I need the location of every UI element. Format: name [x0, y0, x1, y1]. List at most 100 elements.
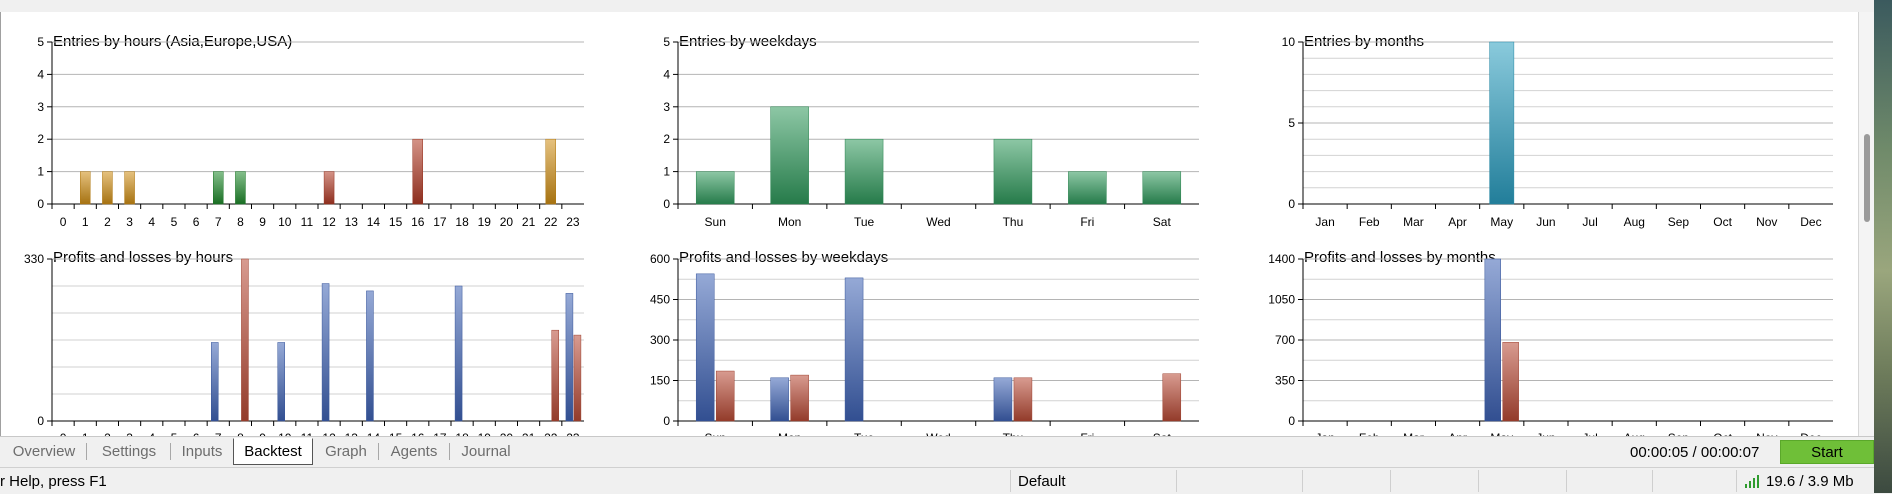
- x-tick-label: 13: [345, 215, 359, 229]
- status-help-text: r Help, press F1: [0, 473, 107, 490]
- x-tick-label: Jul: [1582, 431, 1597, 436]
- x-tick-label: 11: [301, 431, 314, 436]
- x-tick-label: 18: [455, 431, 469, 436]
- x-tick-label: Mon: [778, 215, 801, 229]
- chart-0: Entries by hours (Asia,Europe,USA)012345…: [37, 33, 584, 229]
- y-tick-label: 3: [37, 100, 44, 114]
- x-tick-label: Sat: [1153, 215, 1172, 229]
- tab-inputs[interactable]: Inputs: [181, 443, 223, 460]
- tab-agents[interactable]: Agents: [390, 443, 438, 460]
- x-tick-label: Sun: [705, 431, 726, 436]
- entries-bar: [80, 171, 91, 205]
- x-tick-label: Fri: [1080, 431, 1094, 436]
- x-tick-label: Jul: [1582, 215, 1597, 229]
- entries-bar: [545, 138, 556, 205]
- x-tick-label: 19: [478, 215, 492, 229]
- tab-separator: [378, 443, 379, 460]
- y-tick-label: 5: [663, 35, 670, 49]
- entries-bar: [1068, 171, 1107, 205]
- chart-5: Profits and losses by months 0 350 700 1050 1…: [1268, 249, 1833, 436]
- y-tick-label: 2: [37, 132, 44, 146]
- y-tick-label: 1: [37, 165, 44, 179]
- x-tick-label: 1: [82, 215, 89, 229]
- entries-bar: [213, 171, 224, 205]
- status-separator: [1566, 470, 1567, 492]
- profit-bar: [211, 342, 219, 422]
- x-tick-label: Fri: [1080, 215, 1094, 229]
- profit-bar: [844, 277, 864, 422]
- x-tick-label: 11: [301, 215, 314, 229]
- chart-4: Profits and losses by weekdays 0 150 300 450…: [650, 249, 1199, 436]
- profit-bar: [277, 342, 285, 422]
- loss-bar: [1162, 373, 1182, 422]
- x-tick-label: 0: [60, 431, 67, 436]
- x-tick-label: 6: [193, 431, 200, 436]
- x-tick-label: 5: [171, 431, 178, 436]
- x-tick-label: 12: [322, 215, 336, 229]
- y-tick-label: 0: [37, 414, 44, 428]
- x-tick-label: 15: [389, 431, 403, 436]
- x-tick-label: Mar: [1403, 215, 1424, 229]
- x-tick-label: Feb: [1359, 431, 1380, 436]
- x-tick-label: Oct: [1713, 431, 1732, 436]
- x-tick-label: 17: [433, 431, 447, 436]
- status-separator: [1478, 470, 1479, 492]
- x-tick-label: 20: [500, 215, 514, 229]
- status-separator: [1652, 470, 1653, 492]
- x-tick-label: Mon: [778, 431, 801, 436]
- y-tick-label: 5: [1288, 116, 1295, 130]
- y-tick-label: 700: [1275, 333, 1295, 347]
- backtest-report-panel: Entries by hours (Asia,Europe,USA) 0 1 2 3 4 5…: [0, 12, 1859, 436]
- y-tick-label: 0: [1288, 197, 1295, 211]
- loss-bar: [790, 374, 809, 422]
- profit-bar: [1484, 258, 1501, 422]
- x-tick-label: 16: [411, 215, 425, 229]
- x-tick-label: 6: [193, 215, 200, 229]
- tab-settings[interactable]: Settings: [101, 443, 157, 460]
- x-tick-label: 7: [215, 215, 222, 229]
- chart-title: Profits and losses by hours: [53, 249, 233, 266]
- start-button[interactable]: Start: [1780, 440, 1874, 464]
- loss-bar: [1013, 377, 1033, 422]
- y-tick-label: 0: [663, 414, 670, 428]
- x-tick-label: 1: [82, 431, 89, 436]
- x-tick-label: Sep: [1668, 215, 1690, 229]
- tab-backtest[interactable]: Backtest: [233, 438, 313, 465]
- tab-overview[interactable]: Overview: [12, 443, 76, 460]
- entries-bar: [102, 171, 113, 205]
- status-separator: [1302, 470, 1303, 492]
- x-tick-label: May: [1490, 431, 1513, 436]
- x-tick-label: 3: [126, 431, 133, 436]
- x-tick-label: May: [1490, 215, 1513, 229]
- x-tick-label: Wed: [926, 431, 950, 436]
- entries-bar: [844, 138, 884, 205]
- x-tick-label: Dec: [1800, 431, 1821, 436]
- x-tick-label: Aug: [1624, 215, 1645, 229]
- tab-separator: [170, 443, 171, 460]
- scrollbar-thumb[interactable]: [1864, 134, 1870, 222]
- x-tick-label: Jun: [1536, 215, 1555, 229]
- test-timer: 00:00:05 / 00:00:07: [1630, 444, 1760, 461]
- tab-journal[interactable]: Journal: [461, 443, 511, 460]
- x-tick-label: Thu: [1003, 431, 1024, 436]
- x-tick-label: 23: [566, 431, 580, 436]
- x-tick-label: 4: [148, 431, 155, 436]
- x-tick-label: 16: [411, 431, 425, 436]
- x-tick-label: 23: [566, 215, 580, 229]
- x-tick-label: 21: [522, 431, 536, 436]
- status-separator: [1176, 470, 1177, 492]
- x-tick-label: 14: [367, 215, 381, 229]
- tab-graph[interactable]: Graph: [325, 443, 367, 460]
- y-tick-label: 350: [1275, 374, 1295, 388]
- vertical-scrollbar[interactable]: [1858, 12, 1875, 436]
- x-tick-label: 22: [544, 215, 558, 229]
- y-tick-label: 1400: [1268, 252, 1295, 266]
- x-tick-label: 4: [148, 215, 155, 229]
- x-tick-label: Sep: [1668, 431, 1690, 436]
- x-tick-label: 12: [322, 431, 336, 436]
- x-tick-label: 2: [104, 215, 111, 229]
- x-tick-label: 21: [522, 215, 536, 229]
- profit-bar: [565, 293, 574, 422]
- y-tick-label: 0: [663, 197, 670, 211]
